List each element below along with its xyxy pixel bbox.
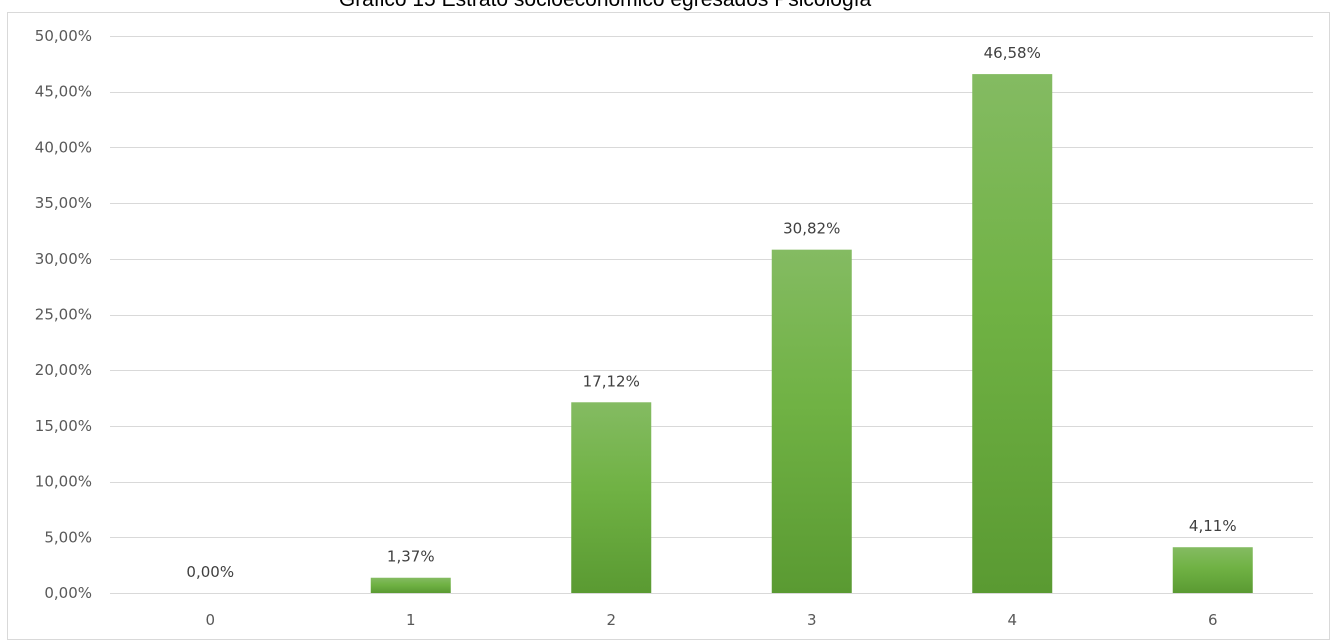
bar bbox=[972, 74, 1053, 593]
chart-frame bbox=[7, 12, 1330, 640]
data-label: 1,37% bbox=[387, 548, 435, 566]
x-tick-label: 6 bbox=[1208, 611, 1218, 629]
x-tick-label: 4 bbox=[1007, 611, 1017, 629]
bar bbox=[1172, 547, 1253, 593]
y-tick-label: 20,00% bbox=[35, 361, 92, 379]
y-tick-label: 25,00% bbox=[35, 306, 92, 324]
y-axis-ticks: 0,00% 5,00% 10,00% 15,00% 20,00% 25,00% 30,00%… bbox=[35, 27, 92, 602]
x-axis-ticks: 0 1 2 3 4 6 bbox=[205, 611, 1217, 629]
data-label: 17,12% bbox=[583, 372, 640, 390]
data-label: 46,58% bbox=[984, 44, 1041, 62]
y-tick-label: 50,00% bbox=[35, 27, 92, 45]
data-label: 0,00% bbox=[186, 563, 234, 581]
data-labels: 0,00% 1,37% 17,12% 30,82% 46,58% 4,11% bbox=[186, 44, 1236, 581]
bar bbox=[571, 402, 652, 593]
x-tick-label: 0 bbox=[205, 611, 215, 629]
y-tick-label: 30,00% bbox=[35, 250, 92, 268]
y-tick-label: 5,00% bbox=[44, 528, 92, 546]
y-tick-label: 0,00% bbox=[44, 584, 92, 602]
y-tick-label: 45,00% bbox=[35, 83, 92, 101]
y-tick-label: 40,00% bbox=[35, 138, 92, 156]
x-tick-label: 1 bbox=[406, 611, 416, 629]
y-tick-label: 10,00% bbox=[35, 473, 92, 491]
y-tick-label: 15,00% bbox=[35, 417, 92, 435]
y-tick-label: 35,00% bbox=[35, 194, 92, 212]
chart-title: Gráfico 15 Estrato socioeconómico egresa… bbox=[0, 0, 1210, 12]
gridlines bbox=[110, 36, 1313, 594]
bars bbox=[370, 74, 1253, 593]
bar bbox=[771, 249, 852, 593]
x-tick-label: 3 bbox=[807, 611, 817, 629]
bar bbox=[370, 577, 451, 593]
x-tick-label: 2 bbox=[606, 611, 616, 629]
data-label: 4,11% bbox=[1189, 517, 1237, 535]
data-label: 30,82% bbox=[783, 220, 840, 238]
